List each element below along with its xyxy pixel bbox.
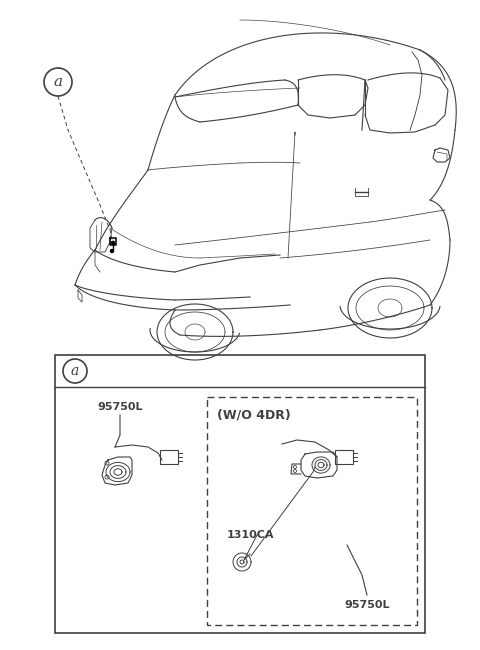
Bar: [160, 450, 178, 464]
Text: (W/O 4DR): (W/O 4DR): [217, 408, 291, 421]
Bar: [55, 355, 425, 633]
Text: 95750L: 95750L: [97, 402, 143, 412]
Text: 95750L: 95750L: [344, 600, 390, 610]
Bar: [335, 450, 353, 464]
Text: 1310CA: 1310CA: [227, 530, 275, 540]
Circle shape: [110, 250, 113, 252]
Bar: [207, 397, 417, 625]
Circle shape: [111, 241, 115, 245]
Text: a: a: [71, 364, 79, 378]
Text: a: a: [53, 75, 62, 89]
